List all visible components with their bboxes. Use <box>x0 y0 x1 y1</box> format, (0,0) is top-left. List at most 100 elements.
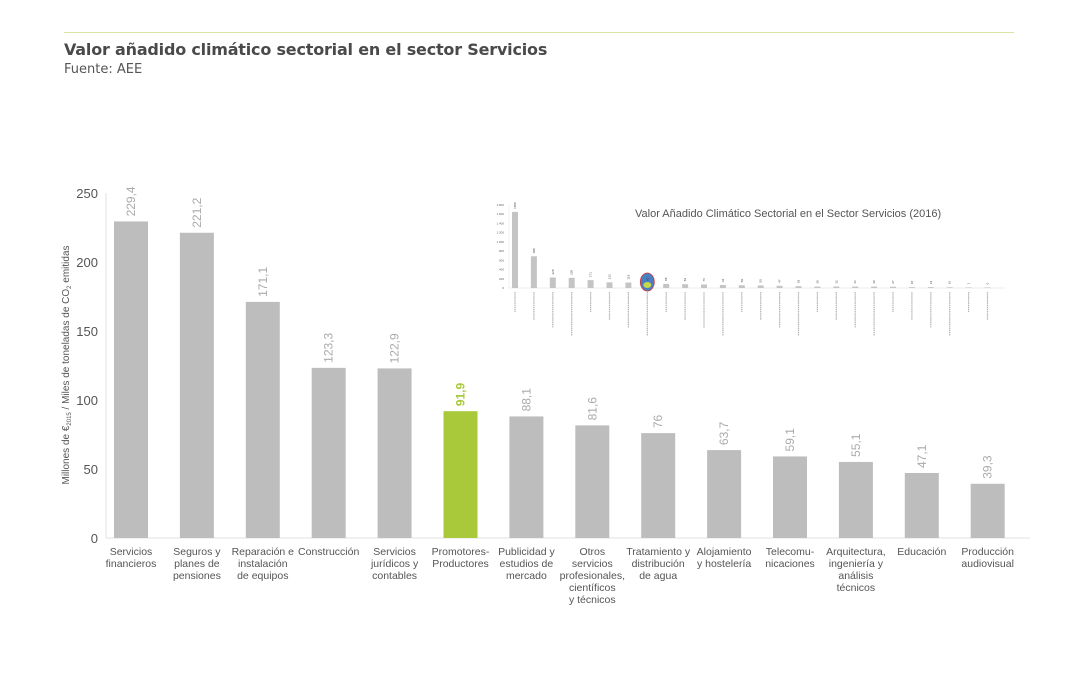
inset-y-tick: 400 <box>499 268 504 272</box>
inset-title: Valor Añadido Climático Sectorial en el … <box>635 208 941 220</box>
x-tick-label: Promotores- Productores <box>431 546 490 570</box>
inset-value-label: 123 <box>608 274 612 279</box>
y-axis-label: Millones de €2015 / Miles de toneladas d… <box>61 245 73 484</box>
x-tick-label: Educación <box>897 546 947 558</box>
inset-value-label: 1650 <box>513 202 517 209</box>
inset-value-label: 220 <box>570 270 574 275</box>
chart-source: Fuente: AEE <box>64 62 143 77</box>
bar <box>179 232 214 538</box>
bar <box>245 301 280 538</box>
bar <box>641 433 676 538</box>
inset-value-label: 688 <box>532 248 536 253</box>
inset-highlight-marker-inner <box>643 282 652 288</box>
x-tick-label: Servicios financieros <box>105 546 157 570</box>
inset-value-label: 82 <box>683 278 687 282</box>
inset-y-tick: 1.800 <box>496 203 504 207</box>
inset-chart: Valor Añadido Climático Sectorial en el … <box>496 202 1005 336</box>
inset-y-tick: 0 <box>502 286 504 290</box>
inset-y-tick: 1.400 <box>496 221 504 225</box>
inset-bar <box>512 211 518 288</box>
y-tick-label: 100 <box>76 393 98 408</box>
inset-bar <box>682 284 689 288</box>
x-tick-label: Reparación e instalación de equipos <box>231 546 295 582</box>
inset-value-label: 39 <box>797 280 801 284</box>
inset-bar <box>776 285 783 288</box>
bar <box>509 416 544 538</box>
bar <box>311 367 346 538</box>
bar-value-label: 47,1 <box>915 444 929 468</box>
bar-value-label: 76 <box>651 414 665 428</box>
inset-value-label: 16 <box>948 281 952 285</box>
inset-bar <box>625 282 632 288</box>
bar-value-label: 39,3 <box>981 455 995 479</box>
bar-value-label: 59,1 <box>783 428 797 452</box>
inset-bar <box>738 285 745 288</box>
inset-bar <box>795 286 802 288</box>
inset-bar <box>833 286 840 288</box>
inset-y-tick: 600 <box>499 258 504 262</box>
bar <box>575 425 610 538</box>
x-tick-label: Tratamiento y distribución de agua <box>626 546 691 582</box>
inset-value-label: 228 <box>551 269 555 274</box>
inset-bar <box>606 282 613 288</box>
inset-y-tick: 1.000 <box>496 240 504 244</box>
header-accent-line <box>64 32 1014 33</box>
bar-value-label: 88,1 <box>519 388 533 412</box>
inset-value-label: 30 <box>872 280 876 284</box>
inset-value-label: 19 <box>929 280 933 284</box>
inset-y-tick: 800 <box>499 249 504 253</box>
bar-value-label: 122,9 <box>388 333 402 363</box>
inset-bar <box>814 286 821 288</box>
y-tick-label: 0 <box>91 531 98 546</box>
bar <box>114 221 148 539</box>
inset-bar <box>927 287 934 288</box>
bar-value-label: 91,9 <box>454 382 468 406</box>
bar-value-label: 229,4 <box>124 186 138 216</box>
bar-value-label: 123,3 <box>322 332 336 362</box>
inset-bar <box>946 287 953 288</box>
bar-value-label: 63,7 <box>717 421 731 445</box>
inset-value-label: 119 <box>626 274 630 279</box>
y-tick-label: 50 <box>84 462 98 477</box>
y-tick-label: 250 <box>76 186 98 201</box>
bar <box>970 483 1005 538</box>
inset-value-label: 59 <box>740 279 744 283</box>
inset-bar <box>549 277 556 288</box>
inset-y-tick: 1.600 <box>496 212 504 216</box>
y-tick-label: 150 <box>76 324 98 339</box>
inset-bar <box>701 284 707 288</box>
inset-value-label: 171 <box>589 272 593 277</box>
inset-value-label: 18 <box>910 281 914 285</box>
inset-y-tick: 1.200 <box>496 231 504 235</box>
inset-value-label: 55 <box>759 279 763 283</box>
inset-bar <box>890 286 896 288</box>
inset-value-label: 0 <box>986 282 990 284</box>
bar-value-label: 221,2 <box>190 197 204 227</box>
inset-bar <box>568 277 575 288</box>
inset-bar <box>757 285 764 288</box>
bar <box>443 411 478 538</box>
inset-value-label: 92 <box>645 277 649 281</box>
bar-value-label: 55,1 <box>849 433 863 457</box>
inset-bar <box>908 287 915 288</box>
x-tick-label: Otros servicios profesionales, científic… <box>559 546 625 606</box>
bar-value-label: 171,1 <box>256 267 270 297</box>
bar <box>773 456 807 538</box>
bar <box>904 473 939 538</box>
inset-value-label: 32 <box>834 280 838 284</box>
inset-bar <box>530 256 537 288</box>
x-tick-label: Publicidad y estudios de mercado <box>498 546 555 582</box>
inset-value-label: 1 <box>967 282 971 284</box>
inset-bar <box>719 285 726 288</box>
inset-value-label: 64 <box>721 278 725 282</box>
inset-value-label: 31 <box>853 280 857 284</box>
x-tick-label: Servicios jurídicos y contables <box>370 546 419 582</box>
x-tick-label: Construcción <box>298 546 360 558</box>
inset-y-tick: 200 <box>499 277 504 281</box>
inset-bar <box>871 286 878 288</box>
inset-bar <box>965 287 972 288</box>
inset-value-label: 88 <box>664 277 668 281</box>
bar <box>707 450 742 538</box>
y-tick-label: 200 <box>76 255 98 270</box>
inset-value-label: 27 <box>891 280 895 284</box>
